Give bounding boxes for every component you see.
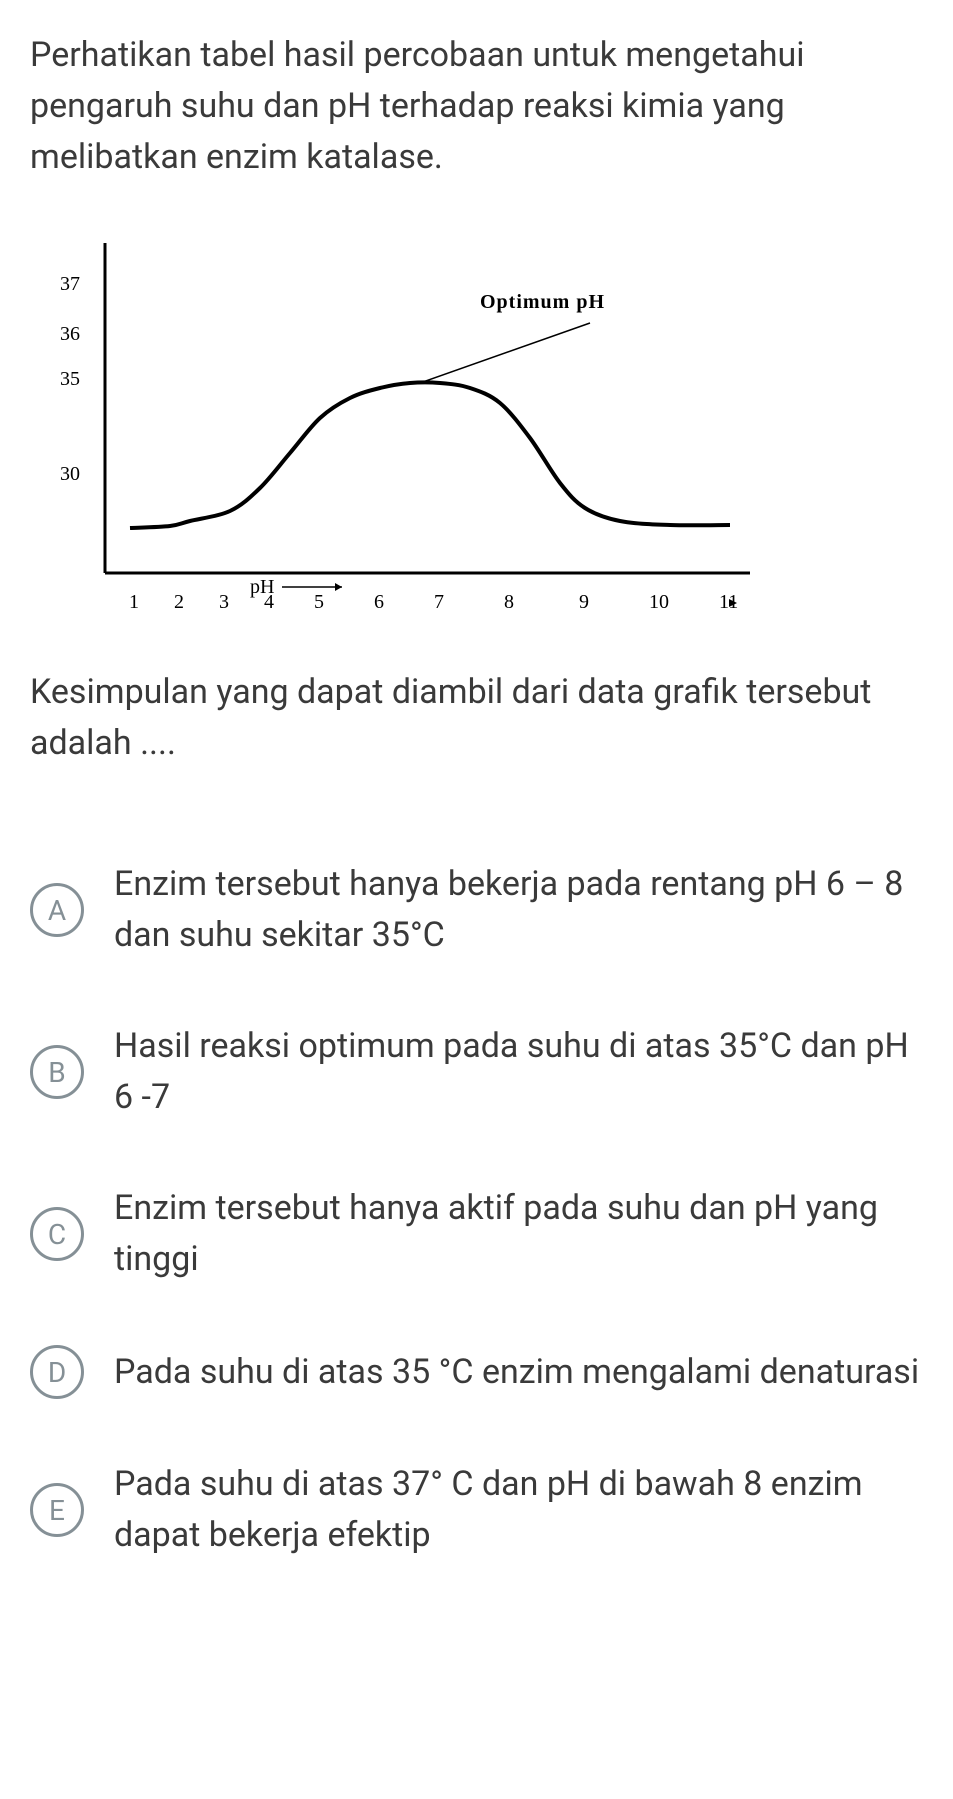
option-a[interactable]: A Enzim tersebut hanya bekerja pada rent…	[30, 859, 923, 961]
option-text: Pada suhu di atas 35 °C enzim mengalami …	[114, 1347, 919, 1398]
option-d[interactable]: D Pada suhu di atas 35 °C enzim mengalam…	[30, 1345, 923, 1399]
svg-text:5: 5	[314, 591, 324, 613]
option-text: Enzim tersebut hanya bekerja pada rentan…	[114, 859, 923, 961]
svg-text:8: 8	[504, 591, 514, 613]
svg-text:30: 30	[60, 463, 80, 485]
question-intro: Perhatikan tabel hasil percobaan untuk m…	[30, 30, 923, 183]
svg-text:Optimum pH: Optimum pH	[480, 291, 605, 313]
svg-text:35: 35	[60, 368, 80, 390]
answer-options: A Enzim tersebut hanya bekerja pada rent…	[30, 859, 923, 1561]
svg-text:2: 2	[174, 591, 184, 613]
svg-text:3: 3	[219, 591, 229, 613]
svg-text:9: 9	[579, 591, 589, 613]
option-letter: A	[30, 883, 84, 937]
question-conclusion: Kesimpulan yang dapat diambil dari data …	[30, 667, 923, 769]
option-c[interactable]: C Enzim tersebut hanya aktif pada suhu d…	[30, 1183, 923, 1285]
svg-text:pH: pH	[250, 576, 274, 598]
svg-text:37: 37	[60, 273, 80, 295]
option-letter: E	[30, 1483, 84, 1537]
option-letter: B	[30, 1045, 84, 1099]
svg-text:7: 7	[434, 591, 444, 613]
option-letter: C	[30, 1207, 84, 1261]
svg-text:1: 1	[129, 591, 139, 613]
option-e[interactable]: E Pada suhu di atas 37° C dan pH di bawa…	[30, 1459, 923, 1561]
svg-text:36: 36	[60, 323, 80, 345]
svg-text:6: 6	[374, 591, 384, 613]
enzyme-chart: 303536371234567891011pHOptimum pH	[30, 223, 923, 627]
option-text: Hasil reaksi optimum pada suhu di atas 3…	[114, 1021, 923, 1123]
svg-text:11: 11	[719, 591, 738, 613]
option-text: Enzim tersebut hanya aktif pada suhu dan…	[114, 1183, 923, 1285]
option-text: Pada suhu di atas 37° C dan pH di bawah …	[114, 1459, 923, 1561]
option-letter: D	[30, 1345, 84, 1399]
svg-text:10: 10	[649, 591, 669, 613]
option-b[interactable]: B Hasil reaksi optimum pada suhu di atas…	[30, 1021, 923, 1123]
chart-svg: 303536371234567891011pHOptimum pH	[30, 223, 770, 623]
